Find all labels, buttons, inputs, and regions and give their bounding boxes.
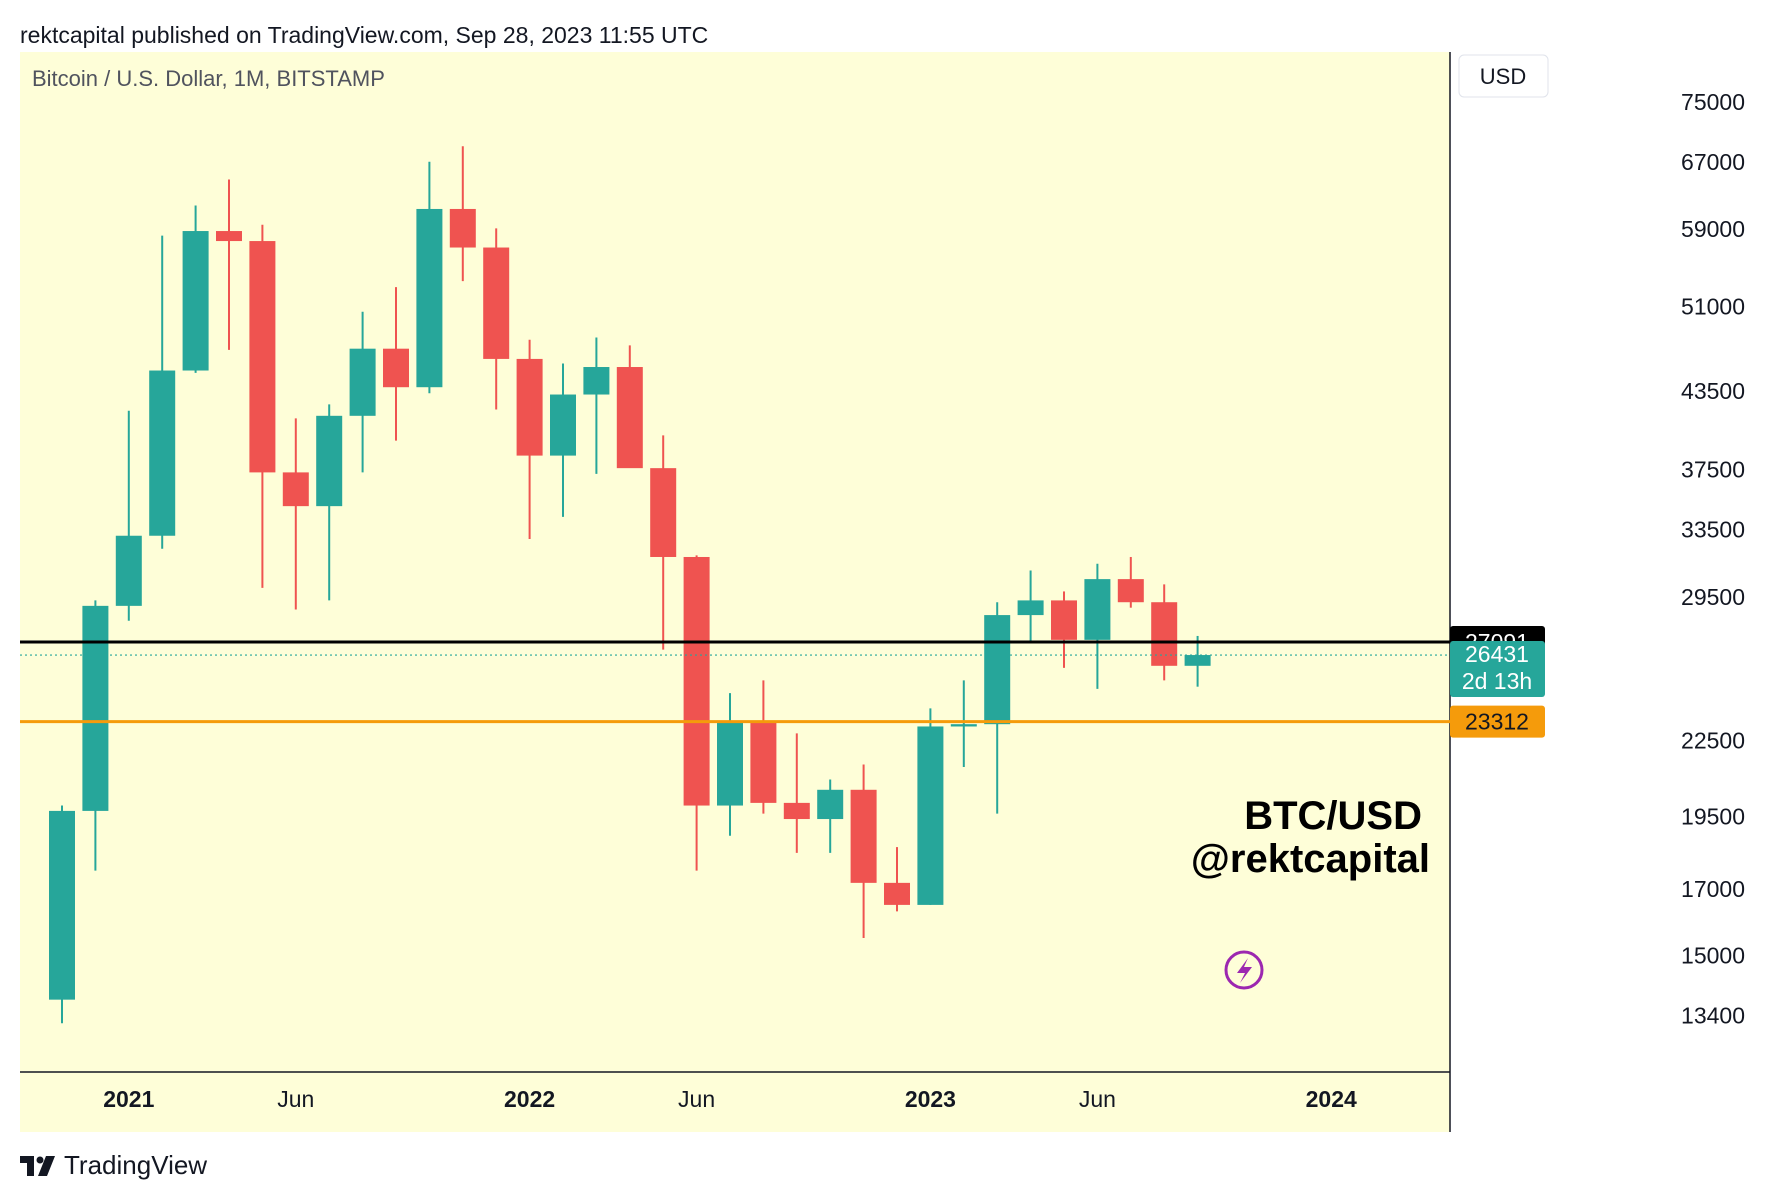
candle-body[interactable] (683, 556, 710, 806)
currency-button-label: USD (1480, 64, 1526, 89)
current-price-label: 26431 (1465, 641, 1529, 667)
candle-body[interactable] (182, 231, 209, 371)
x-tick-label: 2024 (1306, 1086, 1357, 1112)
y-tick-label: 33500 (1681, 516, 1745, 542)
footer-brand[interactable]: TradingView (20, 1150, 207, 1181)
candle-body[interactable] (49, 810, 75, 1000)
y-tick-label: 15000 (1681, 942, 1745, 968)
candle-body[interactable] (850, 789, 877, 883)
candle-body[interactable] (1151, 602, 1178, 666)
y-tick-label: 59000 (1681, 216, 1745, 242)
candle-body[interactable] (650, 468, 677, 557)
candle-body[interactable] (1017, 600, 1044, 616)
currency-button[interactable] (1458, 54, 1549, 98)
plot-area (20, 52, 1450, 1072)
candle-body[interactable] (1184, 655, 1211, 666)
candle-body[interactable] (516, 358, 543, 456)
annotation-author-text: @rektcapital (1191, 837, 1430, 881)
y-tick-label: 19500 (1681, 803, 1745, 829)
price-axis-area (1450, 52, 1770, 1132)
candle-body[interactable] (917, 726, 944, 905)
lightning-circle-icon[interactable] (1224, 950, 1264, 990)
y-tick-label: 75000 (1681, 89, 1745, 115)
y-tick-label: 22500 (1681, 727, 1745, 753)
lightning-bolt-icon (1237, 958, 1252, 983)
candle-body[interactable] (1117, 579, 1144, 603)
x-tick-label: 2021 (103, 1086, 154, 1112)
y-tick-label: 13400 (1681, 1002, 1745, 1028)
y-tick-label: 51000 (1681, 294, 1745, 320)
current-price-tag (1450, 641, 1545, 698)
x-tick-label: Jun (277, 1086, 314, 1112)
y-tick-label: 17000 (1681, 876, 1745, 902)
candle-body[interactable] (583, 367, 610, 395)
candle-body[interactable] (282, 472, 309, 507)
support-price-label: 23312 (1465, 709, 1529, 735)
x-tick-label: Jun (1079, 1086, 1116, 1112)
chart-title: Bitcoin / U.S. Dollar, 1M, BITSTAMP (32, 66, 385, 91)
y-tick-label: 67000 (1681, 149, 1745, 175)
x-tick-label: 2023 (905, 1086, 956, 1112)
candle-countdown-label: 2d 13h (1462, 668, 1532, 694)
candle-body[interactable] (149, 370, 176, 536)
candle-body[interactable] (216, 231, 242, 242)
tradingview-logo-icon (20, 1155, 55, 1176)
candle-body[interactable] (383, 348, 409, 388)
candle-body[interactable] (750, 721, 777, 803)
candle-body[interactable] (984, 615, 1011, 725)
candle-body[interactable] (483, 247, 510, 359)
candle-body[interactable] (884, 882, 910, 905)
candlestick-chart[interactable]: 75000 67000 59000 51000 43500 37500 33500 29500… (20, 52, 1770, 1132)
footer-brand-text: TradingView (64, 1150, 208, 1180)
candle-body[interactable] (349, 348, 376, 416)
candle-body[interactable] (783, 802, 810, 820)
candle-body[interactable] (316, 415, 343, 507)
candle-body[interactable] (616, 367, 643, 469)
y-tick-label: 29500 (1681, 584, 1745, 610)
y-tick-label: 37500 (1681, 457, 1745, 483)
candle-body[interactable] (550, 394, 576, 456)
candle-body[interactable] (416, 208, 443, 388)
y-tick-label: 43500 (1681, 378, 1745, 404)
time-axis-area (20, 1072, 1450, 1132)
candle-body[interactable] (950, 724, 977, 727)
annotation-pair-text: BTC/USD (1244, 794, 1422, 838)
candle-body[interactable] (1051, 600, 1077, 640)
candle-body[interactable] (449, 208, 476, 248)
x-tick-label: 2022 (504, 1086, 555, 1112)
candle-body[interactable] (82, 605, 109, 811)
x-tick-label: Jun (678, 1086, 715, 1112)
support-price-tag (1450, 705, 1545, 738)
candle-body[interactable] (817, 789, 844, 820)
publisher-line: rektcapital published on TradingView.com… (20, 22, 709, 48)
candle-body[interactable] (717, 721, 743, 806)
candle-body[interactable] (249, 241, 276, 473)
candle-body[interactable] (115, 535, 142, 606)
candle-body[interactable] (1084, 579, 1111, 640)
